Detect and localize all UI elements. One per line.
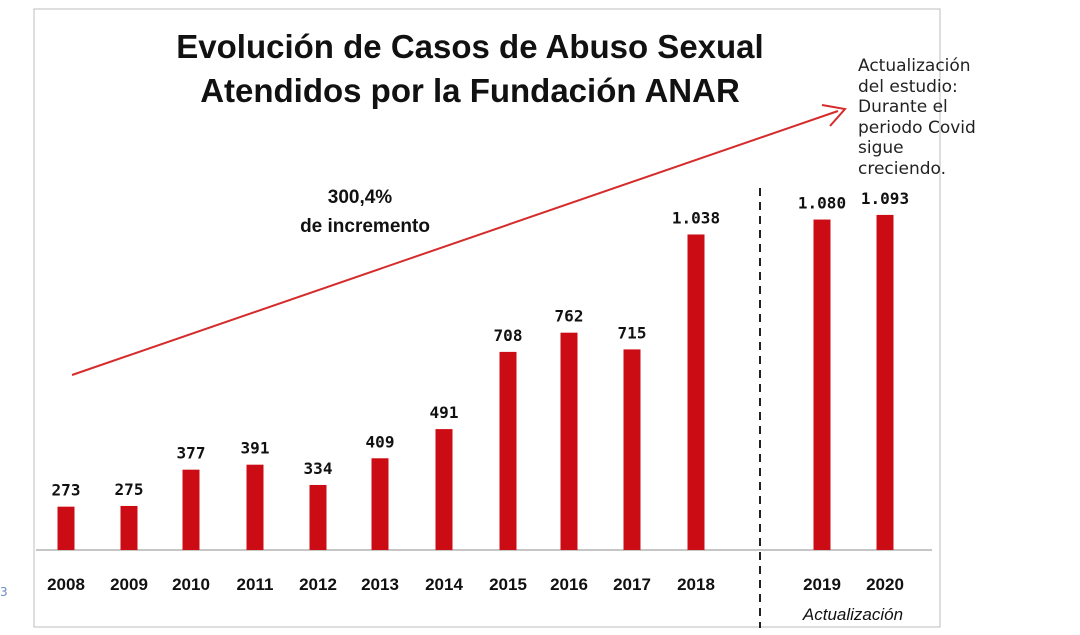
bar-2008 <box>57 506 75 550</box>
year-label-2008: 2008 <box>47 575 85 594</box>
value-label-2016: 762 <box>555 307 584 326</box>
year-label-2019: 2019 <box>803 575 841 594</box>
value-label-2009: 275 <box>115 480 144 499</box>
bar-2010 <box>182 469 200 550</box>
bar-2009 <box>120 505 138 550</box>
bar-2015 <box>499 351 517 550</box>
bar-2012 <box>309 484 327 550</box>
page-edge-mark: 3 <box>0 585 8 599</box>
bar-2020 <box>876 214 894 551</box>
value-label-2012: 334 <box>304 459 333 478</box>
update-note: Actualización del estudio: Durante el pe… <box>858 56 976 179</box>
value-label-2019: 1.080 <box>798 194 846 213</box>
bar-2017 <box>623 349 641 550</box>
value-label-2013: 409 <box>366 432 395 451</box>
year-label-2020: 2020 <box>866 575 904 594</box>
year-label-2012: 2012 <box>299 575 337 594</box>
value-label-2015: 708 <box>494 326 523 345</box>
trend-arrow-head <box>821 104 847 127</box>
year-label-2015: 2015 <box>489 575 527 594</box>
chart-title-line1: Evolución de Casos de Abuso Sexual <box>176 28 763 65</box>
year-label-2014: 2014 <box>425 575 463 594</box>
chart-title-line2: Atendidos por la Fundación ANAR <box>200 72 740 109</box>
trend-arrow-line <box>71 110 839 376</box>
value-label-2008: 273 <box>52 481 81 500</box>
year-label-2011: 2011 <box>237 575 274 594</box>
value-label-2017: 715 <box>618 323 647 342</box>
value-label-2014: 491 <box>430 403 459 422</box>
bars-layer: 273 2008 275 2009 377 2010 391 2011 334 2012 409 20… <box>47 189 909 594</box>
increase-value: 300,4% <box>328 187 393 208</box>
update-label: Actualización <box>802 605 903 624</box>
bar-2014 <box>435 429 453 550</box>
increase-text: de incremento <box>300 216 430 237</box>
year-label-2016: 2016 <box>550 575 588 594</box>
year-label-2010: 2010 <box>172 575 210 594</box>
bar-2018 <box>687 234 705 550</box>
bar-2011 <box>246 464 264 550</box>
year-label-2018: 2018 <box>677 575 715 594</box>
value-label-2018: 1.038 <box>672 208 720 227</box>
value-label-2020: 1.093 <box>861 189 909 208</box>
value-label-2010: 377 <box>177 444 206 463</box>
value-label-2011: 391 <box>241 439 270 458</box>
bar-2019 <box>813 219 831 550</box>
year-label-2013: 2013 <box>361 575 399 594</box>
bar-2013 <box>371 458 389 550</box>
bar-2016 <box>560 332 578 550</box>
year-label-2009: 2009 <box>110 575 148 594</box>
year-label-2017: 2017 <box>613 575 651 594</box>
